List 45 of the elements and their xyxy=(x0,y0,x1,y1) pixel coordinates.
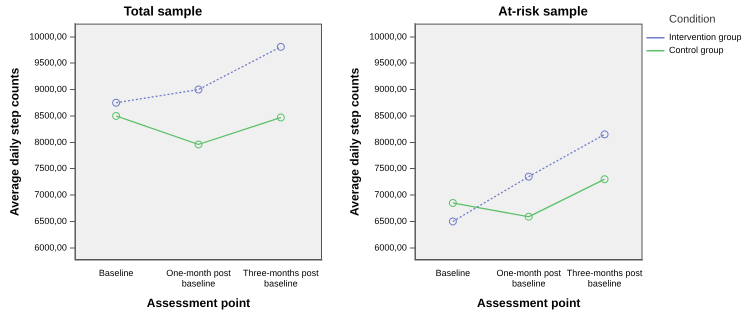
y-tick-label: 6000,00 xyxy=(374,242,407,252)
x-tick-label: One-month post baseline xyxy=(166,268,232,289)
point xyxy=(112,112,120,120)
chart-title: Total sample xyxy=(124,3,202,18)
legend-label: Intervention group xyxy=(669,32,742,42)
point xyxy=(276,114,285,122)
point xyxy=(448,199,457,208)
point xyxy=(524,212,533,221)
y-tick-label: 10000,00 xyxy=(29,31,67,42)
x-axis-title: Assessment point xyxy=(477,296,580,310)
point xyxy=(600,130,609,138)
y-tick-label: 6500,00 xyxy=(34,216,67,226)
x-tick-label: Baseline xyxy=(436,268,470,278)
y-tick-label: 7500,00 xyxy=(374,163,407,174)
x-tick-label: One-month post baseline xyxy=(496,268,562,289)
point xyxy=(524,172,533,181)
y-tick-label: 8500,00 xyxy=(374,110,407,120)
point xyxy=(448,217,457,226)
x-axis-title: Assessment point xyxy=(146,296,250,310)
legend-title: Condition xyxy=(669,14,716,26)
y-axis-title: Average daily step counts xyxy=(348,67,362,216)
x-tick-label: Baseline xyxy=(98,268,134,278)
y-tick-label: 7000,00 xyxy=(34,190,67,200)
point xyxy=(194,86,202,94)
y-tick-label: 7000,00 xyxy=(374,190,407,200)
x-tick-label: Three-months post baseline xyxy=(566,268,643,289)
y-tick-label: 9000,00 xyxy=(374,84,407,94)
point xyxy=(600,175,609,184)
point xyxy=(194,140,202,148)
legend-label: Control group xyxy=(669,45,724,56)
point xyxy=(276,42,285,51)
y-tick-label: 8000,00 xyxy=(374,136,407,147)
y-tick-label: 9000,00 xyxy=(34,84,67,94)
y-axis-title: Average daily step counts xyxy=(8,67,22,216)
y-tick-label: 6500,00 xyxy=(374,216,407,226)
y-tick-label: 9500,00 xyxy=(374,58,407,68)
chart-title: At-risk sample xyxy=(498,3,588,18)
y-tick-label: 10000,00 xyxy=(369,31,407,42)
y-tick-label: 9500,00 xyxy=(34,58,67,68)
x-tick-label: Three-months post baseline xyxy=(243,268,320,289)
y-tick-label: 8000,00 xyxy=(34,136,67,147)
y-tick-label: 8500,00 xyxy=(34,110,67,120)
y-tick-label: 7500,00 xyxy=(34,163,67,174)
point xyxy=(112,98,120,107)
y-tick-label: 6000,00 xyxy=(34,242,67,252)
